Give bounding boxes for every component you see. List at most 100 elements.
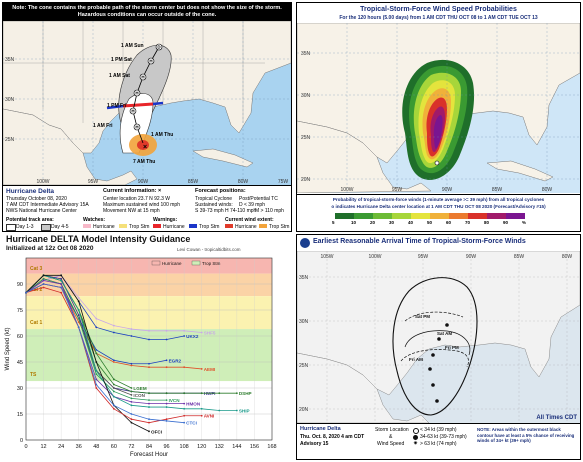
- lat-label: 35N: [5, 57, 15, 63]
- series-point-hwfi: [77, 314, 80, 317]
- ts-warning-coast: [106, 101, 164, 110]
- lat-label: 30N: [5, 97, 15, 103]
- current-position-marker: ×: [143, 144, 147, 151]
- series-point-hmon: [183, 402, 186, 405]
- series-label: HWFI: [204, 391, 216, 396]
- series-label: SHF5: [204, 331, 216, 336]
- hurricane-extent-swatch: [225, 224, 233, 228]
- watch-item: Hurricane: [93, 224, 115, 230]
- series-point-lgem: [130, 387, 133, 389]
- legend-symbol-34-63: [413, 435, 418, 440]
- series-point-dshp: [112, 383, 115, 386]
- arrival-footer: Hurricane Delta Thu. Oct. 8, 2020 4 am C…: [297, 423, 580, 459]
- prob-title: Tropical-Storm-Force Wind Speed Probabil…: [360, 6, 517, 13]
- series-point-dshp: [130, 390, 133, 393]
- prob-subtitle: For the 120 hours (5.00 days) from 1 AM …: [339, 15, 538, 21]
- legend-left: &: [389, 434, 393, 440]
- issued-date: Thursday October 08, 2020: [6, 196, 67, 202]
- series-point-egr2: [148, 362, 150, 365]
- mexico-landmass: [3, 108, 138, 186]
- series-point-shf5: [183, 329, 186, 332]
- track-markers: D H H H H H: [131, 45, 161, 130]
- series-point-dshp: [235, 392, 238, 395]
- series-label: ICON: [133, 393, 145, 398]
- lon-label: 85W: [514, 254, 525, 260]
- series-point-shf5: [200, 331, 203, 334]
- legend-left: Wind Speed: [377, 441, 405, 447]
- ts-warning-swatch: [189, 224, 197, 228]
- series-point-egr2: [112, 359, 115, 362]
- lat-label: 20N: [301, 177, 311, 183]
- x-axis-label: Forecast Hour: [130, 452, 168, 458]
- prob-lat-labels: 35N 30N 25N 20N: [301, 51, 311, 183]
- series-point-avni: [200, 414, 203, 417]
- series-point-ship: [130, 404, 133, 407]
- probability-panel: Tropical-Storm-Force Wind Speed Probabil…: [296, 2, 581, 232]
- all-times-label: All Times CDT: [536, 415, 577, 421]
- series-line-hmon: [25, 280, 185, 405]
- cone-panel: D H H H H H × 1 AM Sun 1 PM Sat 1 AM Sat…: [2, 2, 292, 232]
- day13-swatch: [6, 224, 16, 231]
- warning-item: Hurricane: [163, 224, 185, 230]
- arrival-contours: [392, 277, 478, 416]
- lon-label: 95W: [418, 254, 429, 260]
- prob-footer-line: o indicates Hurricane Delta center locat…: [331, 204, 546, 209]
- series-point-aemi: [112, 361, 115, 363]
- track-marker: D: [157, 45, 161, 50]
- y-tick-label: 90: [17, 282, 23, 288]
- series-point-dshp: [218, 392, 221, 395]
- series-point-dshp: [148, 392, 150, 395]
- watches-label: Watches:: [83, 217, 106, 223]
- scale-swatch: [487, 213, 506, 219]
- noaa-logo: [300, 238, 310, 248]
- scale-swatch: [411, 213, 430, 219]
- lat-label: 30N: [299, 319, 309, 325]
- scale-label: 40: [408, 220, 414, 225]
- track-label: 1 AM Sat: [109, 73, 130, 79]
- cone-lon-labels: 100W 95W 90W 85W 80W 75W: [36, 179, 288, 185]
- cone-lat-labels: 35N 30N 25N: [5, 57, 15, 143]
- lon-label: 105W: [320, 254, 333, 260]
- series-point-ship: [77, 309, 80, 311]
- prob-footer: Probability of tropical-storm-force wind…: [297, 194, 580, 231]
- series-label: UKX2: [186, 334, 199, 339]
- series-point-avni: [183, 414, 186, 417]
- scale-swatch: [506, 213, 525, 219]
- series-point-ivcn: [130, 397, 133, 400]
- series-point-ivcn: [148, 399, 150, 402]
- y-tick-label: 75: [17, 308, 23, 314]
- warnings-label: Warnings:: [153, 217, 178, 223]
- scale-label: 30: [389, 220, 395, 225]
- track-label: 1 PM Sat: [111, 57, 132, 63]
- track-label: 1 AM Sun: [121, 43, 144, 49]
- scale-swatch: [449, 213, 468, 219]
- series-point-ship: [148, 406, 150, 408]
- ts-watch-swatch: [119, 224, 127, 228]
- series-point-ctci: [148, 418, 150, 421]
- y-tick-label: 15: [17, 412, 23, 418]
- lat-label: 30N: [301, 93, 311, 99]
- legend-left: Storm Location: [375, 427, 409, 433]
- x-tick-label: 36: [76, 444, 82, 450]
- series-label: AEMI: [204, 367, 215, 372]
- current-info-title: Current information: ×: [103, 188, 162, 194]
- arrival-time-labels: Sat PM Sat AM Fri PM Fri AM: [409, 314, 459, 362]
- series-point-ivcn: [112, 390, 115, 393]
- prob-lon-labels: 100W 95W 90W 85W 80W: [340, 187, 552, 193]
- warning-item: Trop Stm: [199, 224, 220, 230]
- scale-swatch: [335, 213, 354, 219]
- forecast-line: S 39-73 mph: [195, 208, 224, 214]
- series-point-ofci: [77, 300, 80, 303]
- y-tick-label: 30: [17, 386, 23, 392]
- x-tick-label: 0: [24, 444, 27, 450]
- series-line-ctci: [25, 283, 185, 424]
- lon-label: 85W: [492, 187, 503, 193]
- arrival-time-label: Fri PM: [445, 345, 459, 350]
- x-tick-label: 60: [111, 444, 117, 450]
- series-label: AVNI: [204, 414, 215, 419]
- x-tick-label: 168: [267, 444, 276, 450]
- potential-track-label: Potential track area:: [6, 217, 54, 223]
- x-tick-label: 156: [250, 444, 259, 450]
- series-point-aemi: [200, 368, 203, 370]
- series-point-ivcn: [77, 317, 80, 320]
